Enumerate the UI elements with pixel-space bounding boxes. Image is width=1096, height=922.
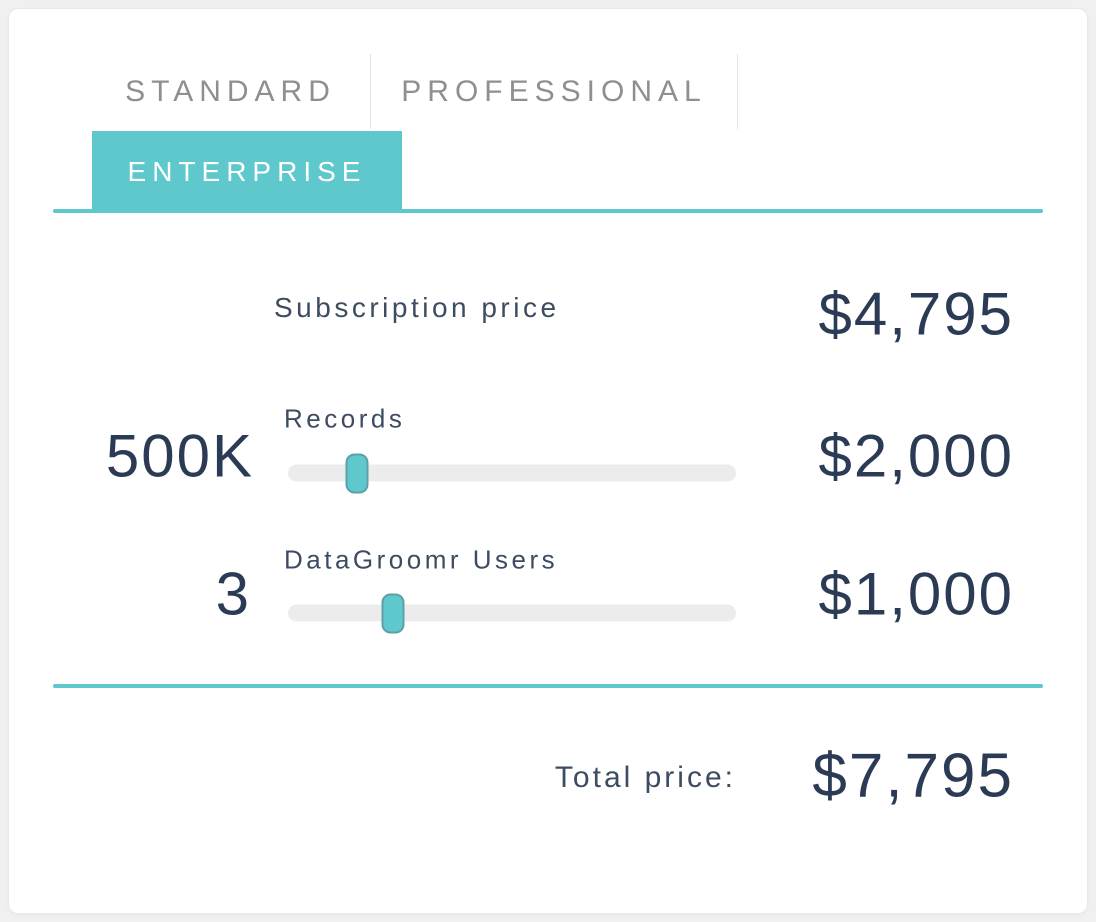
records-slider-thumb[interactable]: [345, 453, 369, 493]
top-accent-divider: [53, 209, 1043, 213]
subscription-price-value: $4,795: [818, 280, 1014, 348]
users-slider-thumb[interactable]: [381, 593, 405, 633]
bottom-accent-divider: [53, 684, 1043, 688]
tab-standard[interactable]: STANDARD: [91, 54, 371, 129]
records-price-value: $2,000: [818, 422, 1014, 490]
total-price-label: Total price:: [554, 761, 736, 794]
records-slider-track[interactable]: [288, 453, 736, 493]
records-label: Records: [284, 403, 406, 434]
plan-tab-bar: STANDARD PROFESSIONAL: [91, 54, 738, 129]
records-count-value: 500K: [105, 422, 254, 490]
tab-enterprise-active[interactable]: ENTERPRISE: [92, 131, 402, 213]
users-price-value: $1,000: [818, 560, 1014, 628]
total-price-value: $7,795: [812, 741, 1014, 811]
tab-professional[interactable]: PROFESSIONAL: [371, 54, 738, 129]
subscription-price-label: Subscription price: [274, 292, 560, 323]
users-slider-track[interactable]: [288, 593, 736, 633]
users-count-value: 3: [215, 560, 251, 628]
pricing-calculator-card: STANDARD PROFESSIONAL ENTERPRISE Subscri…: [8, 8, 1088, 914]
users-label: DataGroomr Users: [284, 544, 559, 575]
